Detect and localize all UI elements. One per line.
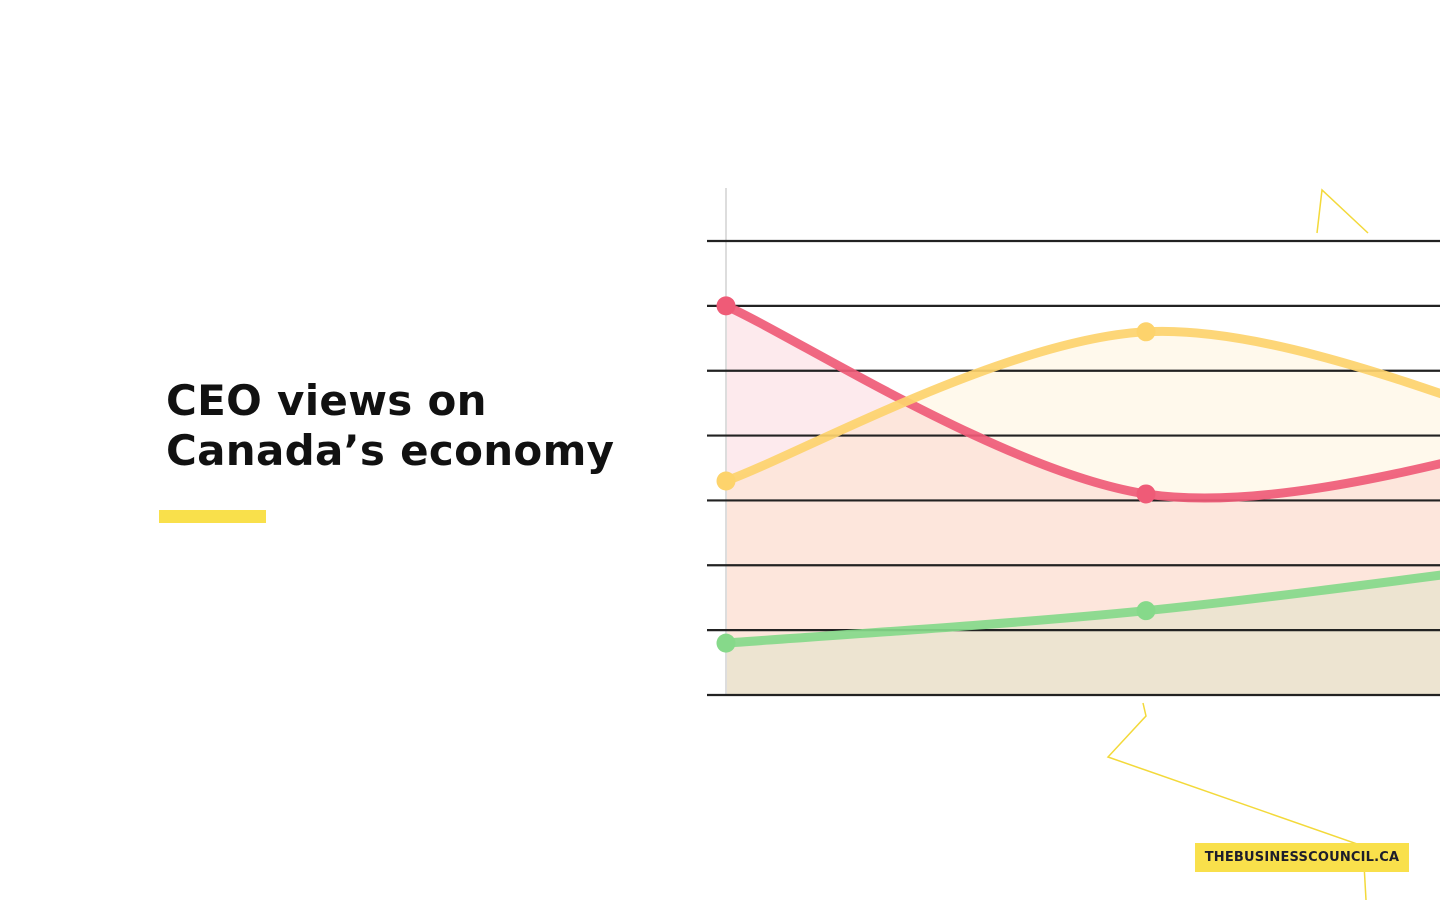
series-2-point-2 [1136,322,1156,342]
decorative-line-top [1316,188,1369,234]
website-url: THEBUSINESSCOUNCIL.CA [1204,850,1400,865]
series-2-area [726,331,1440,695]
series-3-point-1 [716,633,736,653]
title-line-1: CEO views on [166,376,487,425]
series-3-area [726,575,1440,695]
series-1-point-2 [1136,484,1156,504]
series-2-point-1 [716,471,736,491]
accent-underline [159,510,266,523]
page-title: CEO views on Canada’s economy [166,376,614,476]
website-badge[interactable]: THEBUSINESSCOUNCIL.CA [1195,843,1409,872]
title-line-2: Canada’s economy [166,426,615,475]
series-3-point-2 [1136,601,1156,621]
series-1-point-1 [716,296,736,316]
